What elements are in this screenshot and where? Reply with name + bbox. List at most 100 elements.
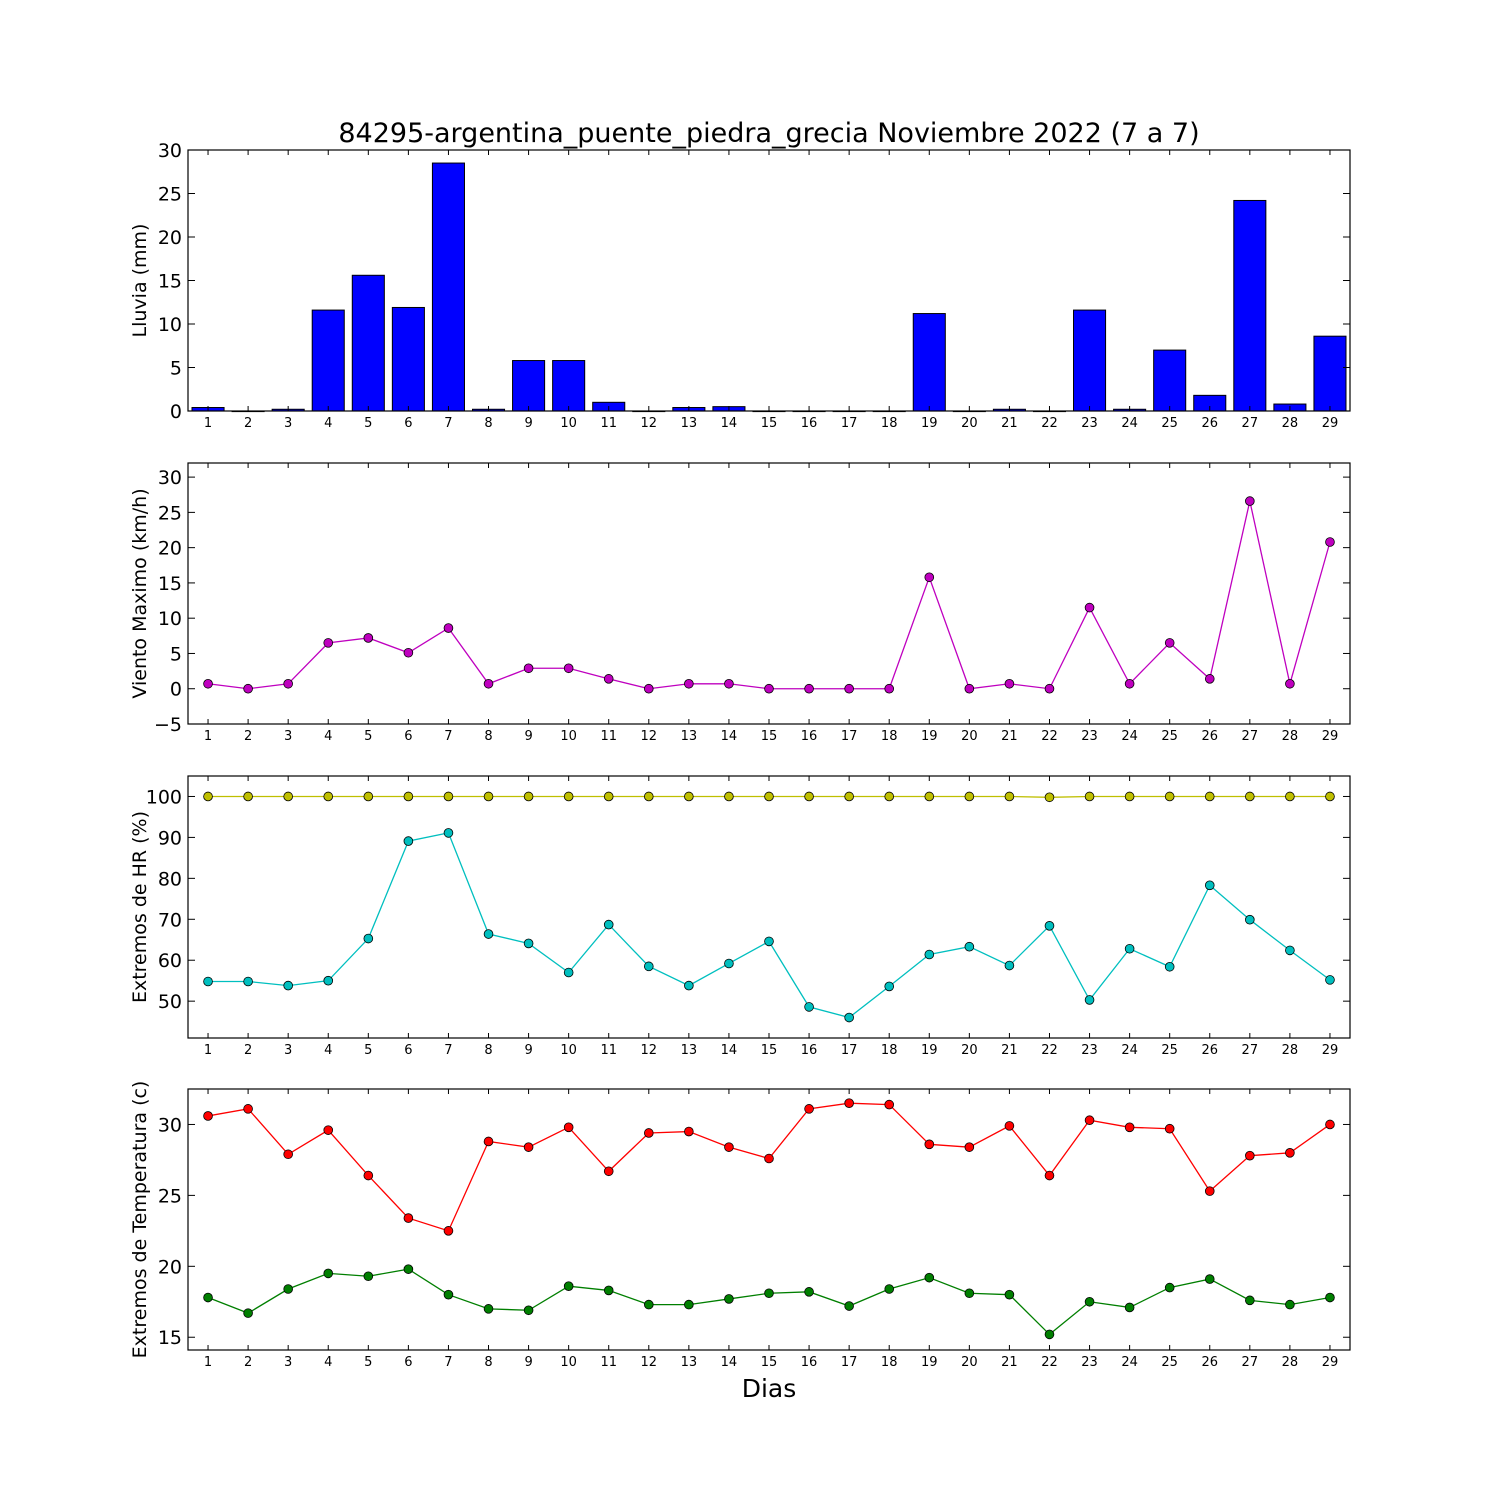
viento-series-0-point-day-26 [1204, 674, 1215, 684]
hr-series-0-point-day-12 [643, 791, 654, 802]
temperatura-series-1-point-day-10 [563, 1281, 574, 1291]
bar-day-25 [1153, 349, 1187, 412]
temperatura-series-1-point-day-22 [1044, 1329, 1055, 1340]
hr-series-0-point-day-15 [764, 791, 774, 802]
chart-title: 84295-argentina_puente_piedra_grecia Nov… [338, 118, 1199, 149]
lluvia-xtick-label-4: 4 [324, 416, 332, 431]
temperatura-xtick-label-1: 1 [204, 1355, 212, 1370]
hr-xtick-label-19: 19 [921, 1043, 938, 1058]
hr-series-1-point-day-19 [924, 949, 935, 960]
hr-xtick-label-27: 27 [1242, 1043, 1259, 1058]
hr-series-0-point-day-1 [203, 791, 213, 802]
temperatura-series-0-point-day-19 [924, 1139, 935, 1150]
hr-series-0-point-day-9 [523, 791, 534, 802]
hr-series-1-point-day-1 [203, 976, 213, 987]
lluvia-xtick-label-3: 3 [284, 416, 292, 431]
hr-xtick-label-28: 28 [1282, 1043, 1299, 1058]
hr-xtick-label-17: 17 [841, 1043, 858, 1058]
temperatura-series-1-point-day-18 [884, 1284, 895, 1294]
temperatura-series-0-point-day-13 [684, 1126, 694, 1137]
temperatura-series-0-point-day-12 [643, 1128, 654, 1138]
temperatura-xtick-label-11: 11 [600, 1355, 617, 1370]
hr-series-1-point-day-15 [764, 936, 774, 947]
temperatura-series-0-point-day-15 [764, 1153, 774, 1164]
viento-series-0-point-day-25 [1164, 638, 1175, 648]
hr-series-0-point-day-16 [804, 791, 814, 802]
viento-xtick-label-25: 25 [1161, 729, 1178, 744]
hr-series-0-point-day-28 [1285, 791, 1295, 802]
bar-day-5 [351, 274, 385, 412]
hr-xtick-label-7: 7 [444, 1043, 452, 1058]
hr-ytick-label: 60 [158, 950, 182, 972]
temperatura-series-1-point-day-13 [684, 1299, 694, 1310]
temperatura-series-1-point-day-26 [1204, 1274, 1215, 1284]
viento-ytick-label: 15 [158, 573, 182, 595]
hr-series-0-point-day-6 [403, 791, 414, 802]
lluvia-xtick-label-13: 13 [681, 416, 698, 431]
hr-xtick-label-24: 24 [1121, 1043, 1138, 1058]
temperatura-series-1-point-day-15 [764, 1288, 774, 1299]
viento-xtick-label-28: 28 [1282, 729, 1299, 744]
viento-series-0-point-day-17 [844, 683, 854, 694]
hr-series-0-point-day-13 [684, 791, 694, 802]
hr-series-1-point-day-21 [1004, 960, 1015, 971]
viento-series-0-point-day-18 [884, 683, 895, 694]
temperatura-series-1-point-day-6 [403, 1264, 414, 1274]
hr-xtick-label-23: 23 [1081, 1043, 1098, 1058]
lluvia-xtick-label-23: 23 [1081, 416, 1098, 431]
viento-xtick-label-1: 1 [204, 729, 212, 744]
temperatura-series-0-point-day-29 [1325, 1119, 1335, 1130]
hr-series-0-point-day-14 [724, 791, 734, 802]
temperatura-y-axis-label: Extremos de Temperatura (c) [129, 1081, 151, 1359]
viento-series-0-point-day-15 [764, 683, 774, 694]
hr-xtick-label-1: 1 [204, 1043, 212, 1058]
temperatura-series-0-point-day-9 [523, 1142, 534, 1152]
viento-ytick-label: 25 [158, 502, 182, 524]
hr-xtick-label-9: 9 [524, 1043, 532, 1058]
hr-series-1-point-day-29 [1325, 975, 1335, 985]
viento-xtick-label-29: 29 [1322, 729, 1339, 744]
temperatura-xtick-label-25: 25 [1161, 1355, 1178, 1370]
hr-xtick-label-3: 3 [284, 1043, 292, 1058]
temperatura-xtick-label-19: 19 [921, 1355, 938, 1370]
hr-series-1-point-day-16 [804, 1002, 814, 1012]
hr-series-0-point-day-22 [1044, 792, 1055, 803]
hr-series-0-point-day-11 [603, 791, 614, 802]
viento-ytick-label: 5 [170, 643, 182, 665]
hr-xtick-label-16: 16 [801, 1043, 818, 1058]
viento-xtick-label-3: 3 [284, 729, 292, 744]
hr-series-1-point-day-27 [1245, 914, 1255, 925]
temperatura-xtick-label-24: 24 [1121, 1355, 1138, 1370]
temperatura-series-1-point-day-21 [1004, 1289, 1015, 1300]
hr-series-1-point-day-2 [243, 976, 253, 987]
viento-xtick-label-26: 26 [1201, 729, 1218, 744]
lluvia-ytick-label: 0 [170, 401, 182, 423]
temperatura-series-1-point-day-3 [283, 1284, 293, 1294]
temperatura-series-0-point-day-5 [363, 1170, 374, 1181]
temperatura-xtick-label-22: 22 [1041, 1355, 1058, 1370]
viento-xtick-label-16: 16 [801, 729, 818, 744]
hr-series-1-point-day-8 [483, 929, 494, 939]
hr-xtick-label-12: 12 [641, 1043, 658, 1058]
bar-day-7 [431, 162, 465, 412]
temperatura-xtick-label-28: 28 [1282, 1355, 1299, 1370]
hr-ytick-label: 80 [158, 868, 182, 890]
temperatura-ytick-label: 30 [158, 1114, 182, 1136]
viento-series-0-point-day-3 [283, 678, 293, 689]
temperatura-series-1-point-day-17 [844, 1301, 854, 1311]
temperatura-series-0-point-day-24 [1124, 1122, 1135, 1133]
viento-series-0-point-day-9 [523, 663, 534, 674]
temperatura-series-1-point-day-4 [323, 1268, 334, 1279]
x-axis-label: Dias [742, 1374, 797, 1403]
hr-series-1-point-day-12 [643, 961, 654, 972]
temperatura-xtick-label-10: 10 [560, 1355, 577, 1370]
viento-series-0-point-day-8 [483, 678, 494, 689]
hr-series-0-point-day-3 [283, 791, 293, 802]
lluvia-xtick-label-5: 5 [364, 416, 372, 431]
viento-xtick-label-21: 21 [1001, 729, 1018, 744]
hr-series-0-point-day-21 [1004, 791, 1015, 802]
